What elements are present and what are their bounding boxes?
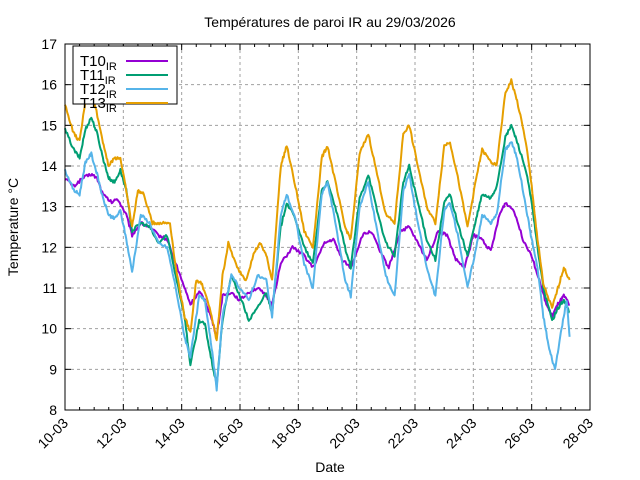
y-axis-label: Temperature °C — [5, 178, 21, 276]
series-line-t12 — [64, 141, 571, 392]
x-tick-label: 24-03 — [443, 415, 480, 452]
y-tick-label: 10 — [41, 321, 57, 337]
x-tick-label: 22-03 — [384, 415, 421, 452]
y-tick-label: 14 — [41, 158, 57, 174]
chart-title: Températures de paroi IR au 29/03/2026 — [204, 14, 456, 30]
y-tick-label: 12 — [41, 239, 57, 255]
x-tick-label: 10-03 — [34, 415, 71, 452]
y-tick-label: 17 — [41, 36, 57, 52]
series-layer — [64, 78, 571, 392]
y-tick-label: 11 — [42, 280, 57, 296]
series-line-t13 — [64, 78, 571, 342]
x-tick-label: 14-03 — [151, 415, 188, 452]
y-tick-label: 16 — [41, 77, 57, 93]
x-tick-label: 16-03 — [209, 415, 246, 452]
x-axis-label: Date — [315, 459, 345, 475]
y-tick-label: 13 — [41, 199, 57, 215]
legend-label: T10IR — [80, 53, 117, 73]
y-tick-label: 8 — [49, 402, 57, 418]
x-tick-label: 18-03 — [268, 415, 305, 452]
legend-label: T11IR — [80, 67, 116, 87]
legend-label: T12IR — [80, 81, 117, 101]
y-tick-label: 15 — [41, 117, 57, 133]
series-line-t11 — [64, 116, 570, 388]
legend-label: T13IR — [80, 95, 117, 115]
x-tick-label: 26-03 — [501, 415, 538, 452]
x-tick-label: 20-03 — [326, 415, 363, 452]
x-tick-label: 12-03 — [93, 415, 130, 452]
y-tick-label: 9 — [49, 361, 57, 377]
x-tick-label: 28-03 — [559, 415, 596, 452]
